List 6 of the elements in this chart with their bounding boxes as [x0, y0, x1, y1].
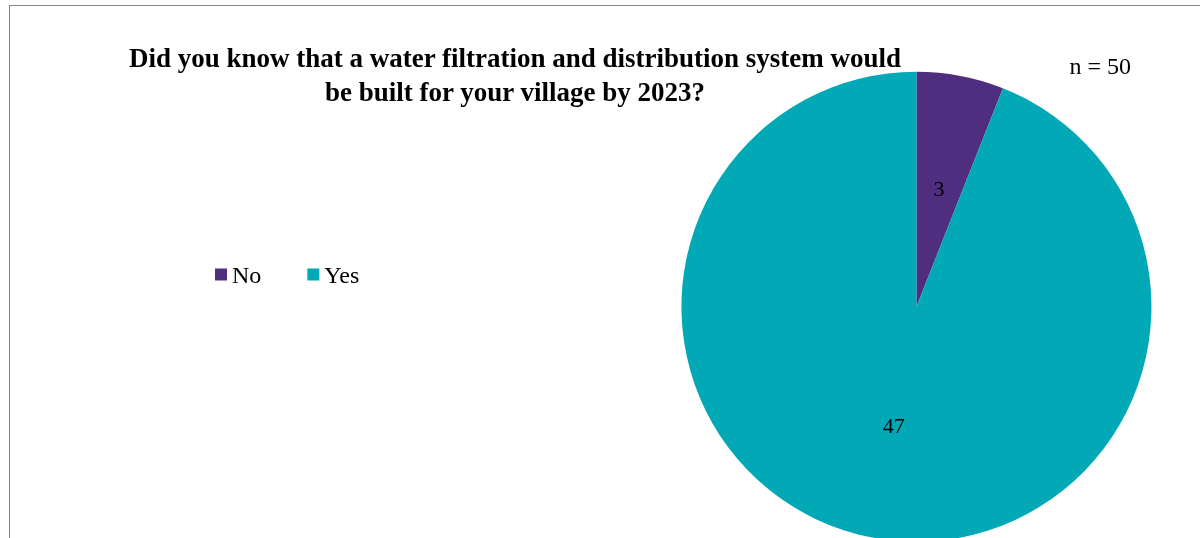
legend-label: Yes — [324, 261, 360, 288]
data-label: 3 — [933, 175, 945, 201]
data-label: 47 — [882, 412, 905, 438]
text: n = 50 — [1069, 53, 1132, 79]
legend-label: No — [232, 261, 262, 288]
chart-title: Did you know that a water filtration and distribution system would be built for your village by 2023? — [128, 43, 902, 107]
